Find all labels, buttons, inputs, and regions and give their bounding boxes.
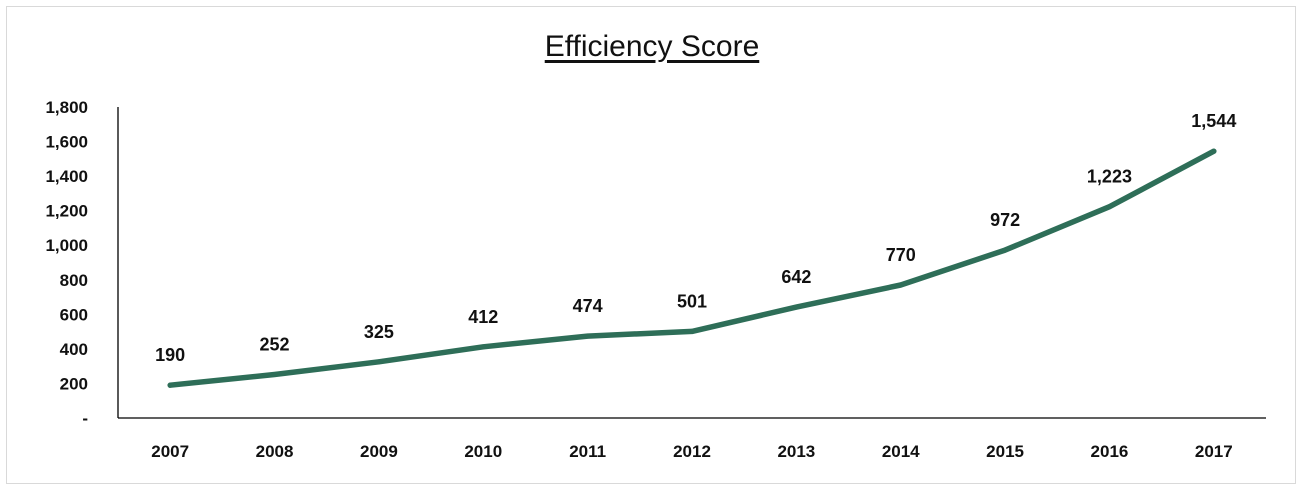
- x-tick-label: 2014: [882, 442, 920, 461]
- y-tick-label: -: [82, 409, 88, 428]
- data-point: [898, 282, 904, 288]
- x-tick-label: 2012: [673, 442, 711, 461]
- data-label: 1,544: [1191, 111, 1236, 131]
- x-tick-label: 2007: [151, 442, 189, 461]
- data-point: [480, 344, 486, 350]
- y-tick-label: 800: [60, 271, 88, 290]
- x-axis-ticks: 2007 2008 2009 2010 2011 2012 2013 2014 2015 2016…: [151, 442, 1232, 461]
- chart-title: Efficiency Score: [544, 30, 760, 63]
- y-tick-label: 1,200: [45, 202, 88, 221]
- data-label: 1,223: [1087, 167, 1132, 187]
- x-tick-label: 2009: [360, 442, 398, 461]
- y-tick-label: 1,400: [45, 167, 88, 186]
- data-point: [585, 333, 591, 339]
- x-tick-label: 2010: [464, 442, 502, 461]
- axes: [117, 107, 1266, 419]
- y-tick-label: 600: [60, 305, 88, 324]
- data-point: [1002, 247, 1008, 253]
- y-tick-label: 1,800: [45, 98, 88, 117]
- data-point: [689, 328, 695, 334]
- y-tick-label: 400: [60, 340, 88, 359]
- y-tick-label: 1,600: [45, 133, 88, 152]
- chart-frame: [6, 6, 1296, 484]
- y-axis-ticks: - 200 400 600 800 1,000 1,200 1,400 1,600 1,800: [45, 98, 88, 428]
- data-point: [272, 371, 278, 377]
- x-tick-label: 2008: [256, 442, 294, 461]
- data-label: 412: [468, 307, 498, 327]
- x-tick-label: 2016: [1091, 442, 1129, 461]
- data-point: [167, 382, 173, 388]
- x-tick-label: 2015: [986, 442, 1024, 461]
- y-tick-label: 200: [60, 374, 88, 393]
- data-labels: 190 252 325 412 474 501 642 770 972 1,223 1,544: [155, 111, 1236, 365]
- x-tick-label: 2013: [777, 442, 815, 461]
- data-label: 642: [781, 267, 811, 287]
- x-tick-label: 2011: [569, 442, 606, 461]
- series-line: [167, 148, 1217, 388]
- series-line-group: [167, 148, 1217, 388]
- data-label: 474: [573, 296, 603, 316]
- data-label: 325: [364, 322, 394, 342]
- data-label: 501: [677, 291, 707, 311]
- data-label: 190: [155, 345, 185, 365]
- data-label: 770: [886, 245, 916, 265]
- data-label: 972: [990, 210, 1020, 230]
- data-point: [793, 304, 799, 310]
- data-point: [1106, 204, 1112, 210]
- y-tick-label: 1,000: [45, 236, 88, 255]
- x-tick-label: 2017: [1195, 442, 1233, 461]
- data-label: 252: [260, 334, 290, 354]
- data-point: [1211, 148, 1217, 154]
- data-point: [376, 359, 382, 365]
